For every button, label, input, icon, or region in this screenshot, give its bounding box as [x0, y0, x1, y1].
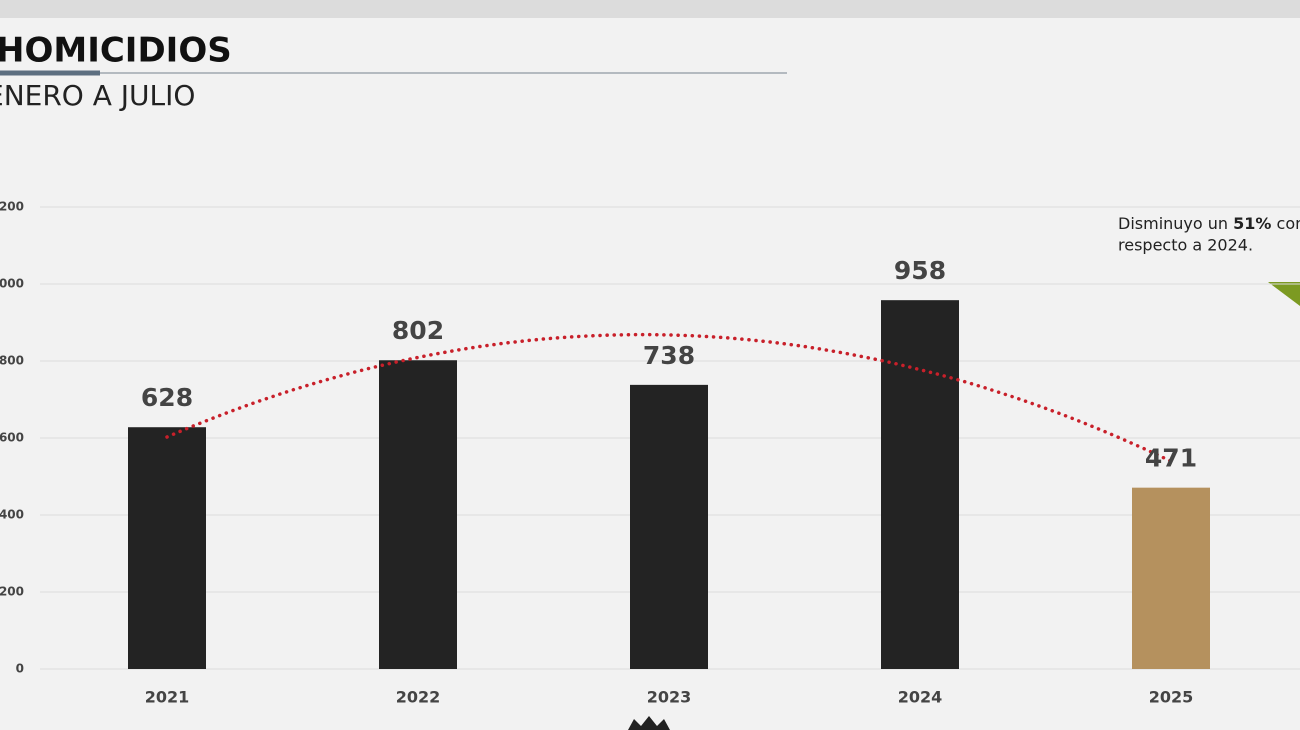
down-arrow — [1268, 282, 1300, 306]
y-tick-label: 0 — [16, 662, 24, 676]
value-label: 802 — [392, 316, 444, 345]
chart-subtitle: ENERO A JULIO — [0, 79, 195, 112]
y-tick-label: 1200 — [0, 200, 24, 214]
top-strip — [0, 0, 1300, 18]
bar — [881, 300, 959, 669]
x-tick-label: 2022 — [396, 688, 441, 707]
annotation-text: Disminuyo un — [1118, 214, 1228, 233]
bar — [128, 427, 206, 669]
y-tick-label: 400 — [0, 508, 24, 522]
y-tick-label: 200 — [0, 585, 24, 599]
y-tick-label: 1000 — [0, 277, 24, 291]
value-label: 958 — [894, 256, 946, 285]
y-tick-label: 600 — [0, 431, 24, 445]
annotation-text: con — [1277, 214, 1300, 233]
x-tick-label: 2023 — [647, 688, 692, 707]
value-label: 628 — [141, 383, 193, 412]
value-label: 471 — [1145, 444, 1197, 473]
value-label: 738 — [643, 341, 695, 370]
x-tick-label: 2025 — [1149, 688, 1194, 707]
logo — [628, 716, 670, 730]
trend-line — [165, 332, 1173, 464]
chart-title: HOMICIDIOS — [0, 31, 232, 71]
bar — [1132, 487, 1210, 669]
annotation: Disminuyo un 51% con — [1118, 214, 1300, 233]
annotation-bold: 51% — [1233, 214, 1271, 233]
y-tick-label: 800 — [0, 354, 24, 368]
annotation: respecto a 2024. — [1118, 236, 1253, 255]
bar — [630, 384, 708, 669]
x-tick-label: 2021 — [145, 688, 190, 707]
bar — [379, 360, 457, 669]
x-tick-label: 2024 — [898, 688, 943, 707]
